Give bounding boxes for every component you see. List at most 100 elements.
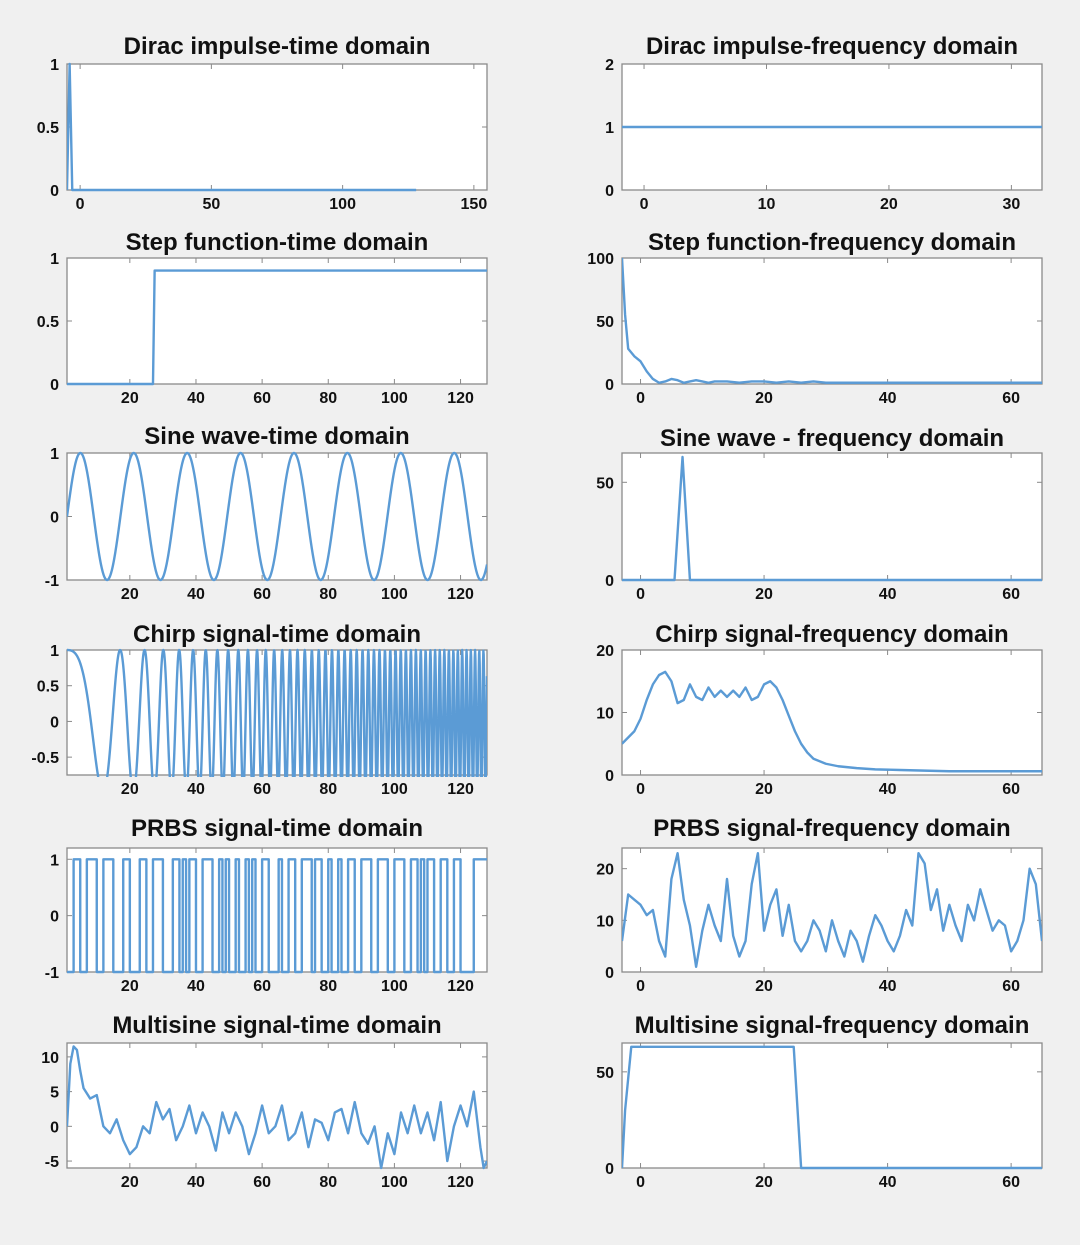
y-tick-label: 50 <box>596 314 614 331</box>
y-tick-label: 1 <box>50 57 59 74</box>
x-tick-label: 20 <box>755 390 773 407</box>
x-tick-label: 40 <box>879 390 897 407</box>
y-tick-label: 0 <box>50 377 59 394</box>
y-tick-label: 100 <box>587 251 614 268</box>
subplot-7: 20 40 60 80 100 120 -0.5 0 0.5 1 Chirp signal-time… <box>31 621 488 798</box>
series-line <box>67 858 487 974</box>
x-tick-label: 120 <box>447 586 474 603</box>
x-tick-label: 60 <box>253 781 271 798</box>
x-tick-label: 40 <box>879 978 897 995</box>
subplot-9: 20 40 60 80 100 120 -1 0 1 PRBS signal-time domai… <box>45 815 488 995</box>
subplot-title: Dirac impulse-time domain <box>124 33 431 60</box>
x-tick-label: 0 <box>76 196 85 213</box>
y-tick-label: 20 <box>596 862 614 879</box>
subplot-title: Sine wave-time domain <box>144 423 409 450</box>
subplot-title: Chirp signal-frequency domain <box>655 621 1008 648</box>
x-tick-label: 20 <box>880 196 898 213</box>
x-tick-label: 20 <box>121 781 139 798</box>
y-tick-label: -1 <box>45 965 59 982</box>
subplot-title: Multisine signal-frequency domain <box>635 1012 1030 1039</box>
x-tick-label: 40 <box>187 586 205 603</box>
y-tick-label: 2 <box>605 57 614 74</box>
y-tick-label: 1 <box>50 446 59 463</box>
y-tick-label: 0 <box>50 510 59 527</box>
series-line <box>67 1045 487 1170</box>
plot-area <box>66 452 488 581</box>
x-tick-label: 120 <box>447 1174 474 1191</box>
y-tick-label: 0 <box>50 183 59 200</box>
y-tick-label: 5 <box>50 1085 59 1102</box>
x-tick-label: 20 <box>121 586 139 603</box>
y-tick-label: -0.5 <box>31 750 59 767</box>
x-tick-label: 60 <box>1002 781 1020 798</box>
x-tick-label: 80 <box>319 390 337 407</box>
x-tick-label: 20 <box>755 586 773 603</box>
x-tick-label: 40 <box>879 586 897 603</box>
x-tick-label: 100 <box>381 781 408 798</box>
plot-area <box>621 649 1043 776</box>
series-line <box>622 851 1042 969</box>
subplot-4: 0 20 40 60 0 50 100 Step function-frequency dom… <box>587 229 1043 407</box>
x-tick-label: 60 <box>1002 978 1020 995</box>
x-tick-label: 150 <box>461 196 488 213</box>
x-tick-label: 20 <box>755 781 773 798</box>
y-tick-label: -5 <box>45 1154 59 1171</box>
subplot-3: 20 40 60 80 100 120 0 0.5 1 Step function-time do… <box>37 229 488 407</box>
x-tick-label: 0 <box>636 586 645 603</box>
y-tick-label: 0 <box>50 909 59 926</box>
subplot-12: 0 20 40 60 0 50 Multisine signal-frequency dom… <box>596 1012 1043 1191</box>
x-tick-label: 50 <box>202 196 220 213</box>
y-tick-label: 0 <box>605 183 614 200</box>
x-tick-label: 0 <box>636 1174 645 1191</box>
plot-area <box>621 1042 1043 1169</box>
y-tick-label: 20 <box>596 643 614 660</box>
y-tick-label: 10 <box>596 913 614 930</box>
x-tick-label: 0 <box>640 196 649 213</box>
x-tick-label: 60 <box>1002 1174 1020 1191</box>
x-tick-label: 40 <box>187 781 205 798</box>
y-tick-label: 0 <box>605 377 614 394</box>
y-tick-label: 1 <box>50 251 59 268</box>
subplot-title: Step function-time domain <box>126 229 429 256</box>
subplot-title: Sine wave - frequency domain <box>660 425 1004 452</box>
y-tick-label: 0 <box>605 1161 614 1178</box>
x-tick-label: 60 <box>253 586 271 603</box>
y-tick-label: 10 <box>41 1050 59 1067</box>
y-tick-label: 0.5 <box>37 314 59 331</box>
x-tick-label: 80 <box>319 978 337 995</box>
y-tick-label: 1 <box>50 643 59 660</box>
subplot-title: Multisine signal-time domain <box>112 1012 441 1039</box>
y-tick-label: 0.5 <box>37 120 59 137</box>
x-tick-label: 0 <box>636 978 645 995</box>
plot-area <box>621 847 1043 973</box>
x-tick-label: 60 <box>1002 390 1020 407</box>
y-tick-label: -1 <box>45 573 59 590</box>
x-tick-label: 60 <box>1002 586 1020 603</box>
plot-area <box>66 63 488 191</box>
series-line <box>622 670 1042 773</box>
subplot-10: 0 20 40 60 0 10 20 PRBS signal-frequency domain <box>596 815 1043 995</box>
plot-area <box>66 257 488 385</box>
x-tick-label: 40 <box>187 978 205 995</box>
series-line <box>622 455 1042 582</box>
x-tick-label: 0 <box>636 390 645 407</box>
x-tick-label: 100 <box>381 390 408 407</box>
x-tick-label: 100 <box>329 196 356 213</box>
y-tick-label: 0 <box>50 1119 59 1136</box>
x-tick-label: 100 <box>381 1174 408 1191</box>
subplot-8: 0 20 40 60 0 10 20 Chirp signal-frequency domai… <box>596 621 1043 798</box>
subplot-1: 0 50 100 150 0 0.5 1 Dirac impulse-time domain <box>37 33 488 213</box>
series-line <box>67 62 417 192</box>
y-tick-label: 10 <box>596 706 614 723</box>
x-tick-label: 80 <box>319 586 337 603</box>
series-line <box>67 648 487 777</box>
x-tick-label: 80 <box>319 1174 337 1191</box>
y-tick-label: 50 <box>596 475 614 492</box>
x-tick-label: 0 <box>636 781 645 798</box>
subplot-title: Chirp signal-time domain <box>133 621 421 648</box>
y-tick-label: 1 <box>50 852 59 869</box>
y-tick-label: 50 <box>596 1065 614 1082</box>
plot-area <box>621 257 1043 385</box>
subplot-6: 0 20 40 60 0 50 Sine wave - frequency domain <box>596 425 1043 603</box>
